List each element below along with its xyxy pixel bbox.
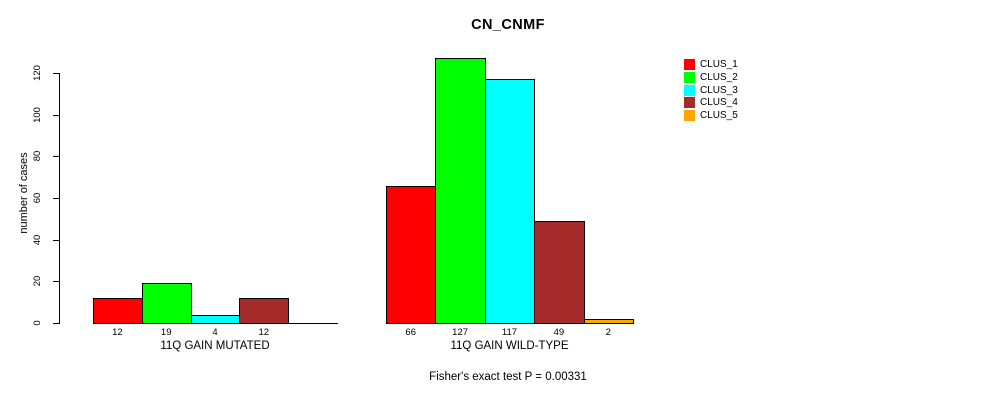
bar-clus_5-zero bbox=[288, 323, 338, 324]
y-axis-line bbox=[59, 73, 60, 324]
legend-swatch-clus_1 bbox=[684, 59, 695, 70]
legend-label-clus_5: CLUS_5 bbox=[700, 110, 738, 122]
legend-label-clus_3: CLUS_3 bbox=[700, 84, 738, 96]
bar-clus_4 bbox=[239, 298, 290, 324]
y-axis-tick bbox=[53, 198, 59, 199]
bar-value-label: 4 bbox=[212, 327, 218, 338]
bar-value-label: 12 bbox=[258, 327, 270, 338]
bar-value-label: 12 bbox=[112, 327, 123, 338]
bar-value-label: 19 bbox=[160, 327, 172, 338]
y-axis-tick bbox=[53, 281, 59, 283]
bar-clus_3 bbox=[190, 314, 241, 324]
legend-swatch-clus_4 bbox=[684, 97, 695, 109]
bar-value-label: 49 bbox=[553, 327, 565, 338]
y-tick-label: 80 bbox=[32, 151, 43, 162]
group-label: 11Q GAIN WILD-TYPE bbox=[450, 340, 569, 352]
bar-clus_4 bbox=[534, 220, 585, 324]
bar-value-label: 117 bbox=[501, 327, 518, 338]
legend-swatch-clus_2 bbox=[684, 71, 695, 83]
y-tick-label: 40 bbox=[32, 234, 43, 245]
legend-label-clus_1: CLUS_1 bbox=[700, 59, 738, 70]
y-axis-tick bbox=[53, 156, 59, 158]
chart-title: CN_CNMF bbox=[471, 17, 545, 33]
bar-clus_3 bbox=[484, 79, 536, 324]
bar-clus_2 bbox=[141, 283, 192, 324]
fisher-test-annotation: Fisher's exact test P = 0.00331 bbox=[429, 371, 587, 383]
legend-swatch-clus_3 bbox=[684, 84, 695, 96]
bar-value-label: 2 bbox=[605, 327, 611, 338]
legend-label-clus_2: CLUS_2 bbox=[700, 71, 738, 83]
y-tick-label: 100 bbox=[32, 106, 43, 123]
y-axis-tick bbox=[53, 239, 59, 241]
bar-value-label: 66 bbox=[405, 327, 416, 338]
bar-clus_1 bbox=[386, 185, 437, 324]
bar-clus_2 bbox=[435, 58, 486, 324]
y-tick-label: 0 bbox=[32, 320, 43, 326]
y-axis-tick bbox=[53, 73, 59, 74]
legend-swatch-clus_5 bbox=[684, 110, 695, 122]
y-tick-label: 120 bbox=[32, 65, 43, 81]
legend-label-clus_4: CLUS_4 bbox=[700, 97, 738, 109]
bar-clus_5 bbox=[583, 318, 634, 324]
group-label: 11Q GAIN MUTATED bbox=[160, 340, 270, 352]
bar-value-label: 127 bbox=[452, 327, 469, 338]
y-tick-label: 20 bbox=[32, 276, 43, 287]
y-tick-label: 60 bbox=[32, 192, 43, 204]
bar-clus_1 bbox=[93, 298, 143, 324]
y-axis-tick bbox=[53, 114, 59, 116]
y-axis-tick bbox=[53, 323, 59, 324]
